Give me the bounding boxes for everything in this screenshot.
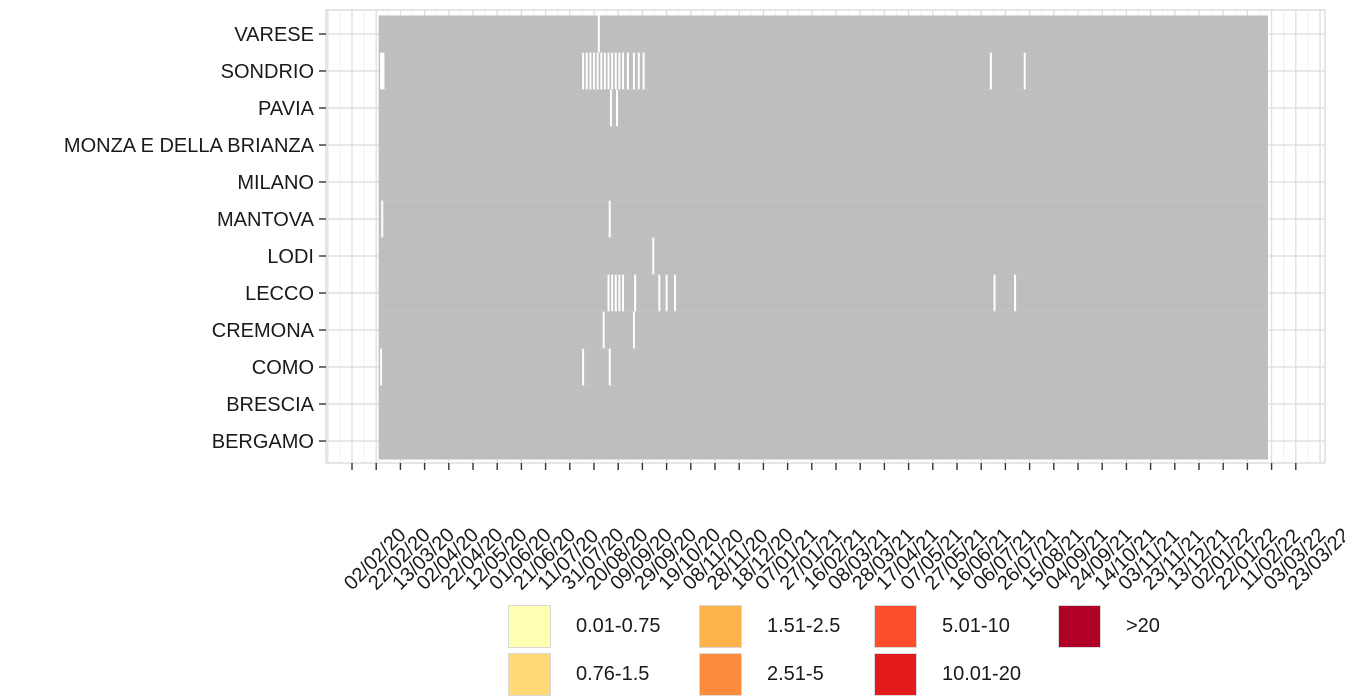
heatmap-gap — [382, 52, 385, 90]
legend-label: 1.51-2.5 — [767, 614, 841, 637]
heatmap-row-sondrio — [378, 52, 1268, 90]
heatmap-gap — [381, 200, 384, 238]
heatmap-gap — [611, 274, 614, 312]
legend-swatch — [874, 652, 917, 696]
legend-label: 5.01-10 — [942, 614, 1010, 637]
heatmap-gap — [582, 52, 585, 90]
heatmap-gap — [600, 52, 603, 90]
x-axis: 02/02/2022/02/2013/03/2002/04/2022/04/20… — [340, 463, 1345, 595]
y-tick-label: SONDRIO — [221, 61, 314, 83]
heatmap-gap — [622, 274, 625, 312]
y-tick-label: LODI — [267, 246, 314, 268]
heatmap-gap — [989, 52, 992, 90]
heatmap-gap — [632, 311, 635, 349]
legend-label: 2.51-5 — [767, 662, 824, 685]
y-axis: VARESE SONDRIO PAVIA MONZA E DELLA BRIANZA M… — [64, 24, 326, 453]
legend-swatch — [699, 604, 742, 648]
heatmap-row-monza-e-della-brianza — [378, 126, 1268, 164]
legend-swatch — [699, 652, 742, 696]
heatmap-row-cremona — [378, 311, 1268, 349]
heatmap-gap — [652, 237, 655, 275]
y-tick-label: MILANO — [237, 172, 314, 194]
y-tick-label: COMO — [252, 357, 314, 379]
heatmap-row-mantova — [378, 200, 1268, 238]
heatmap-row-como — [378, 348, 1268, 386]
y-tick-label: VARESE — [234, 24, 314, 46]
y-tick-label: LECCO — [245, 283, 314, 305]
legend-label: 0.76-1.5 — [576, 662, 650, 685]
legend-item: 10.01-20 — [874, 652, 1021, 696]
heatmap-gap — [582, 348, 585, 386]
heatmap-gap — [603, 52, 606, 90]
heatmap-gap — [609, 89, 612, 127]
y-tick-label: BRESCIA — [226, 394, 314, 416]
heatmap-gap — [597, 15, 600, 53]
heatmap-gap — [589, 52, 592, 90]
y-tick-label: BERGAMO — [212, 431, 314, 453]
legend-label: 10.01-20 — [942, 662, 1021, 685]
legend-item: 5.01-10 — [874, 604, 1010, 648]
heatmap-gap — [608, 348, 611, 386]
heatmap-gap — [674, 274, 677, 312]
y-tick-label: MONZA E DELLA BRIANZA — [64, 135, 315, 157]
heatmap-gap — [637, 52, 640, 90]
heatmap-row-lecco — [378, 274, 1268, 312]
heatmap-row-pavia — [378, 89, 1268, 127]
legend-swatch — [508, 604, 551, 648]
heatmap-gap — [611, 52, 614, 90]
heatmap-gap — [607, 52, 610, 90]
heatmap-gap — [593, 52, 595, 90]
legend-item: 1.51-2.5 — [699, 604, 840, 648]
heatmap-row-varese — [378, 15, 1268, 53]
heatmap-gap — [607, 274, 610, 312]
heatmap-row-milano — [378, 163, 1268, 201]
heatmap-row-lodi — [378, 237, 1268, 275]
heatmap-gap — [380, 52, 383, 90]
legend-swatch — [508, 652, 551, 696]
heatmap-gap — [608, 200, 611, 238]
y-tick-label: MANTOVA — [217, 209, 315, 231]
legend-swatch — [1058, 604, 1101, 648]
legend-item: 0.76-1.5 — [508, 652, 649, 696]
legend-item: 2.51-5 — [699, 652, 824, 696]
heatmap-gap — [642, 52, 645, 90]
heatmap-gap — [622, 52, 625, 90]
heatmap-gap — [585, 52, 588, 90]
heatmap-gap — [615, 89, 618, 127]
heatmap-gap — [380, 348, 383, 386]
heatmap-gap — [618, 52, 621, 90]
legend-label: >20 — [1126, 614, 1160, 637]
heatmap-gap — [1023, 52, 1026, 90]
heatmap-gap — [596, 52, 599, 90]
heatmap-gap — [614, 52, 617, 90]
heatmap-gap — [1014, 274, 1017, 312]
y-tick-label: CREMONA — [212, 320, 315, 342]
legend-item: 0.01-0.75 — [508, 604, 661, 648]
y-tick-label: PAVIA — [258, 98, 315, 120]
legend-item: >20 — [1058, 604, 1160, 648]
legend-label: 0.01-0.75 — [576, 614, 661, 637]
heatmap-row-bergamo — [378, 422, 1268, 460]
heatmap-gap — [618, 274, 621, 312]
heatmap-gap — [602, 311, 605, 349]
heatmap-gap — [665, 274, 668, 312]
heatmap-gap — [381, 52, 384, 90]
heatmap-gap — [632, 52, 635, 90]
heatmap-gap — [658, 274, 661, 312]
heatmap-gap — [993, 274, 996, 312]
heatmap-cells — [378, 15, 1268, 460]
legend-swatch — [874, 604, 917, 648]
heatmap-row-brescia — [378, 385, 1268, 423]
heatmap-gap — [614, 274, 617, 312]
heatmap-gap — [626, 52, 629, 90]
legend: 0.01-0.75 0.76-1.5 1.51-2.5 2.51-5 5.01-… — [508, 604, 1208, 696]
heatmap-gap — [634, 274, 637, 312]
